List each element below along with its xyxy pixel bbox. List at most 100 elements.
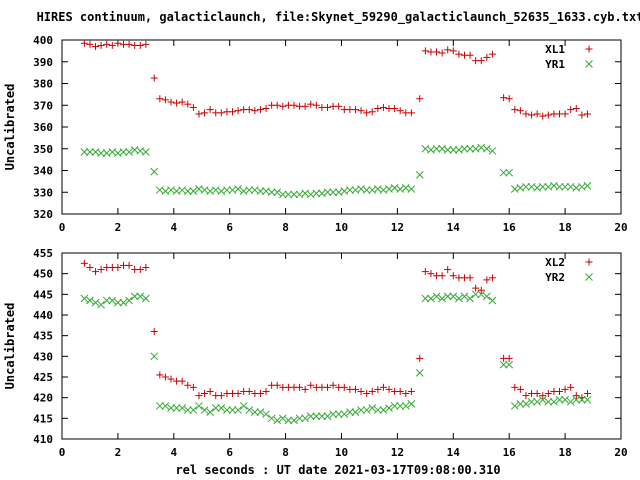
data-point — [278, 414, 287, 423]
data-point — [251, 408, 259, 416]
data-point — [488, 147, 497, 155]
data-point — [150, 328, 158, 336]
x-tick-label: 14 — [447, 446, 461, 459]
data-point — [189, 383, 197, 391]
x-tick-label: 0 — [59, 221, 66, 234]
data-point — [119, 148, 128, 156]
data-point — [477, 57, 485, 65]
data-point — [150, 167, 159, 176]
data-point — [427, 294, 435, 303]
data-point — [363, 109, 371, 117]
data-point — [466, 274, 474, 282]
data-point — [421, 294, 430, 303]
data-point — [346, 186, 354, 194]
data-point — [80, 39, 88, 47]
data-point — [80, 148, 89, 156]
data-point — [307, 381, 315, 389]
x-tick-label: 10 — [335, 446, 348, 459]
data-point — [522, 110, 530, 118]
data-point — [114, 298, 122, 307]
data-point — [92, 43, 100, 51]
data-point — [306, 412, 315, 421]
data-point — [103, 40, 111, 48]
data-point — [373, 406, 382, 414]
data-point — [189, 187, 198, 196]
data-point — [189, 103, 197, 111]
data-point — [155, 402, 164, 410]
x-tick-label: 2 — [115, 446, 122, 459]
data-point — [561, 110, 569, 118]
data-point — [228, 108, 236, 116]
y-tick-label: 320 — [33, 208, 53, 221]
y-tick-label: 350 — [33, 143, 53, 156]
data-point — [522, 400, 530, 408]
data-point — [539, 112, 547, 120]
data-point — [206, 408, 214, 416]
x-tick-label: 2 — [115, 221, 122, 234]
x-tick-label: 14 — [447, 221, 461, 234]
data-point — [234, 406, 242, 414]
y-tick-label: 420 — [33, 392, 53, 405]
data-point — [578, 111, 586, 119]
data-point — [561, 182, 569, 191]
data-point — [500, 94, 508, 102]
x-tick-label: 12 — [391, 221, 404, 234]
data-point — [206, 106, 214, 114]
y-tick-label: 415 — [33, 412, 53, 425]
data-point — [273, 381, 281, 389]
x-tick-label: 20 — [614, 446, 627, 459]
data-point — [432, 292, 441, 301]
data-point — [125, 296, 133, 305]
legend-label: YR2 — [545, 271, 565, 284]
data-point — [329, 381, 337, 389]
x-tick-label: 16 — [503, 221, 517, 234]
data-point — [505, 354, 513, 362]
data-point — [583, 110, 591, 118]
data-point — [251, 107, 259, 115]
data-point — [544, 111, 552, 119]
data-point — [245, 406, 254, 414]
data-point — [555, 182, 564, 191]
data-point — [284, 190, 293, 199]
data-point — [86, 296, 94, 305]
data-point — [396, 402, 405, 410]
data-point — [572, 105, 580, 113]
y-tick-label: 430 — [33, 350, 53, 363]
data-point — [396, 107, 404, 115]
data-point — [329, 410, 337, 419]
data-point — [301, 102, 309, 110]
data-point — [505, 95, 513, 103]
data-point — [477, 286, 485, 294]
data-point — [449, 145, 458, 154]
data-point — [466, 51, 474, 59]
data-point — [161, 96, 169, 104]
data-point — [391, 105, 399, 113]
data-point — [379, 406, 388, 414]
data-point — [206, 387, 214, 395]
data-point — [329, 188, 337, 197]
data-point — [290, 101, 298, 109]
data-point — [108, 41, 116, 49]
data-point — [91, 298, 100, 307]
data-point — [323, 412, 332, 421]
data-point — [482, 144, 491, 153]
data-point — [533, 110, 541, 118]
data-point — [119, 298, 128, 307]
y-tick-label: 425 — [33, 371, 53, 384]
data-point — [217, 109, 225, 117]
data-point — [108, 296, 117, 305]
data-point — [427, 270, 435, 278]
data-point — [544, 397, 553, 406]
data-point — [357, 107, 365, 115]
data-point — [368, 404, 377, 412]
data-point — [256, 106, 264, 114]
legend-label: YR1 — [545, 58, 565, 71]
y-axis-label: Uncalibrated — [3, 84, 17, 171]
data-point — [472, 284, 480, 292]
data-point — [142, 40, 150, 48]
data-point — [444, 46, 452, 54]
data-point — [505, 168, 514, 177]
legend-marker — [585, 258, 593, 266]
data-point — [184, 100, 192, 108]
